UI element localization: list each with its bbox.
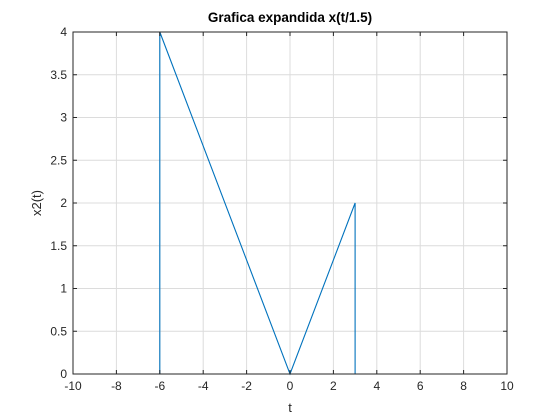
x-tick-label: -6	[154, 379, 165, 393]
y-tick-label: 2.5	[50, 153, 67, 167]
x-tick-label: 4	[373, 379, 380, 393]
chart-title: Grafica expandida x(t/1.5)	[208, 10, 372, 25]
x-tick-label: -8	[111, 379, 122, 393]
x-tick-label: -2	[241, 379, 252, 393]
x-tick-label: 6	[417, 379, 424, 393]
y-tick-label: 0.5	[50, 324, 67, 338]
x-tick-label: 2	[330, 379, 337, 393]
y-axis-label: x2(t)	[29, 190, 44, 216]
y-tick-label: 0	[60, 367, 67, 381]
y-tick-label: 2	[60, 196, 67, 210]
x-axis-label: t	[288, 400, 292, 415]
y-tick-label: 3	[60, 111, 67, 125]
x-tick-label: 8	[460, 379, 467, 393]
x-tick-label: 0	[287, 379, 294, 393]
y-tick-label: 4	[60, 25, 67, 39]
y-tick-label: 3.5	[50, 68, 67, 82]
y-tick-label: 1	[60, 282, 67, 296]
x-tick-label: -4	[198, 379, 209, 393]
grid	[72, 31, 508, 375]
ticks: -10 -8 -6 -4 -2 0 2 4 6 8 10 0 0.5 1 1.5 2 2.5 3 3.5 4	[50, 25, 514, 393]
x-tick-label: 10	[500, 379, 514, 393]
x-tick-label: -10	[64, 379, 82, 393]
y-tick-label: 1.5	[50, 239, 67, 253]
